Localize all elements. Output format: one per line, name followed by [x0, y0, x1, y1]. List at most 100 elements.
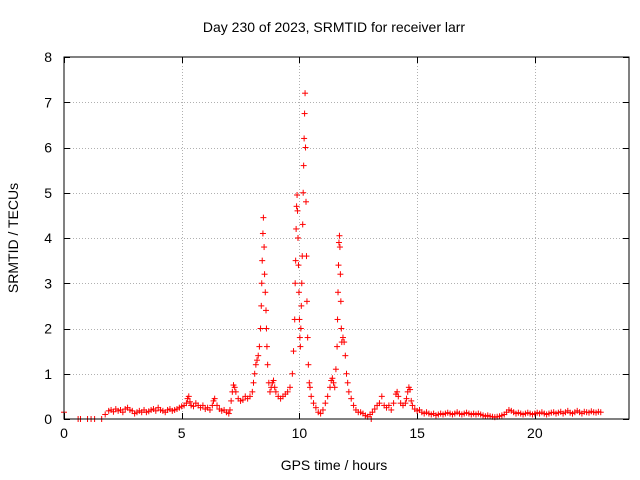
- data-point-107: [287, 384, 293, 391]
- y-tick-label-3: 3: [44, 275, 52, 291]
- data-point-41: [183, 400, 190, 407]
- data-point-143: [312, 404, 319, 411]
- data-point-157: [335, 289, 342, 296]
- y-tick-label-8: 8: [44, 49, 52, 65]
- data-point-90: [262, 289, 269, 296]
- data-point-56: [211, 395, 218, 402]
- data-point-89: [261, 271, 268, 278]
- data-point-193: [394, 388, 401, 395]
- data-point-99: [270, 377, 277, 384]
- data-point-87: [260, 214, 267, 221]
- data-point-201: [407, 386, 414, 393]
- data-point-153: [331, 384, 338, 391]
- data-point-133: [302, 144, 309, 151]
- data-point-145: [317, 410, 324, 417]
- data-point-158: [335, 262, 342, 269]
- data-point-186: [378, 393, 385, 400]
- data-point-125: [298, 280, 305, 287]
- data-point-7: [102, 411, 109, 418]
- data-point-14: [119, 409, 126, 416]
- data-point-67: [231, 384, 238, 391]
- data-point-127: [299, 221, 306, 228]
- y-axis-label: SRMTID / TECUs: [5, 183, 21, 293]
- data-point-151: [329, 375, 336, 382]
- data-points: [61, 90, 604, 422]
- data-point-119: [295, 289, 302, 296]
- data-point-86: [259, 230, 266, 237]
- x-tick-label-15: 15: [409, 425, 425, 441]
- x-axis-label: GPS time / hours: [281, 457, 388, 473]
- data-point-53: [206, 406, 213, 413]
- data-point-108: [289, 370, 296, 377]
- x-tick-label-20: 20: [527, 425, 543, 441]
- data-point-76: [250, 379, 257, 386]
- y-tick-labels: 0 1 2 3 4 5 6 7 8: [44, 49, 52, 427]
- data-point-203: [409, 402, 416, 409]
- y-tick-label-6: 6: [44, 140, 52, 156]
- data-point-147: [322, 400, 329, 407]
- data-point-139: [306, 379, 313, 386]
- y-tick-label-1: 1: [44, 366, 52, 382]
- data-point-74: [246, 393, 253, 400]
- data-point-136: [303, 298, 310, 305]
- data-point-77: [251, 370, 258, 377]
- data-point-112: [292, 257, 299, 264]
- x-tick-label-0: 0: [60, 425, 68, 441]
- data-point-92: [263, 325, 270, 332]
- data-point-191: [390, 400, 397, 407]
- y-tick-label-4: 4: [44, 230, 52, 246]
- data-point-116: [294, 207, 301, 214]
- data-point-94: [264, 361, 271, 368]
- data-point-283: [597, 409, 604, 416]
- data-point-194: [395, 393, 402, 400]
- data-point-75: [249, 388, 256, 395]
- data-point-129: [300, 162, 307, 169]
- y-tick-label-0: 0: [44, 411, 52, 427]
- data-point-190: [388, 406, 395, 413]
- data-point-164: [338, 325, 345, 332]
- data-point-120: [296, 316, 303, 323]
- data-point-46: [190, 403, 197, 410]
- data-point-128: [300, 189, 307, 196]
- x-tick-labels: 0 5 10 15 20: [60, 425, 543, 441]
- data-point-123: [297, 325, 304, 332]
- data-point-88: [261, 244, 268, 251]
- data-point-43: [185, 393, 192, 400]
- data-point-168: [342, 352, 349, 359]
- data-point-84: [258, 280, 265, 287]
- data-point-197: [402, 400, 409, 407]
- data-point-155: [334, 343, 341, 350]
- data-point-156: [334, 316, 341, 323]
- data-point-140: [307, 384, 314, 391]
- data-point-135: [303, 253, 310, 260]
- data-point-64: [228, 397, 235, 404]
- data-point-146: [319, 406, 326, 413]
- data-point-132: [302, 90, 309, 97]
- data-point-44: [186, 398, 193, 405]
- y-tick-label-5: 5: [44, 185, 52, 201]
- data-point-63: [226, 406, 233, 413]
- data-point-78: [252, 361, 259, 368]
- data-point-118: [295, 262, 302, 269]
- data-point-115: [294, 192, 301, 199]
- data-point-166: [339, 334, 346, 341]
- data-point-198: [403, 395, 410, 402]
- data-point-85: [259, 257, 266, 264]
- data-point-189: [385, 402, 392, 409]
- data-point-122: [297, 343, 304, 350]
- data-point-114: [293, 203, 300, 210]
- data-point-93: [263, 343, 270, 350]
- data-point-57: [214, 402, 221, 409]
- data-point-161: [336, 244, 343, 251]
- data-point-50: [199, 402, 206, 409]
- y-tick-label-7: 7: [44, 94, 52, 110]
- data-point-83: [258, 302, 265, 309]
- data-point-28: [152, 407, 159, 414]
- data-point-137: [304, 334, 311, 341]
- data-point-109: [290, 348, 297, 355]
- data-point-183: [371, 406, 378, 413]
- data-point-117: [295, 235, 302, 241]
- data-point-159: [335, 239, 342, 246]
- data-point-170: [344, 379, 351, 386]
- data-point-121: [296, 334, 303, 341]
